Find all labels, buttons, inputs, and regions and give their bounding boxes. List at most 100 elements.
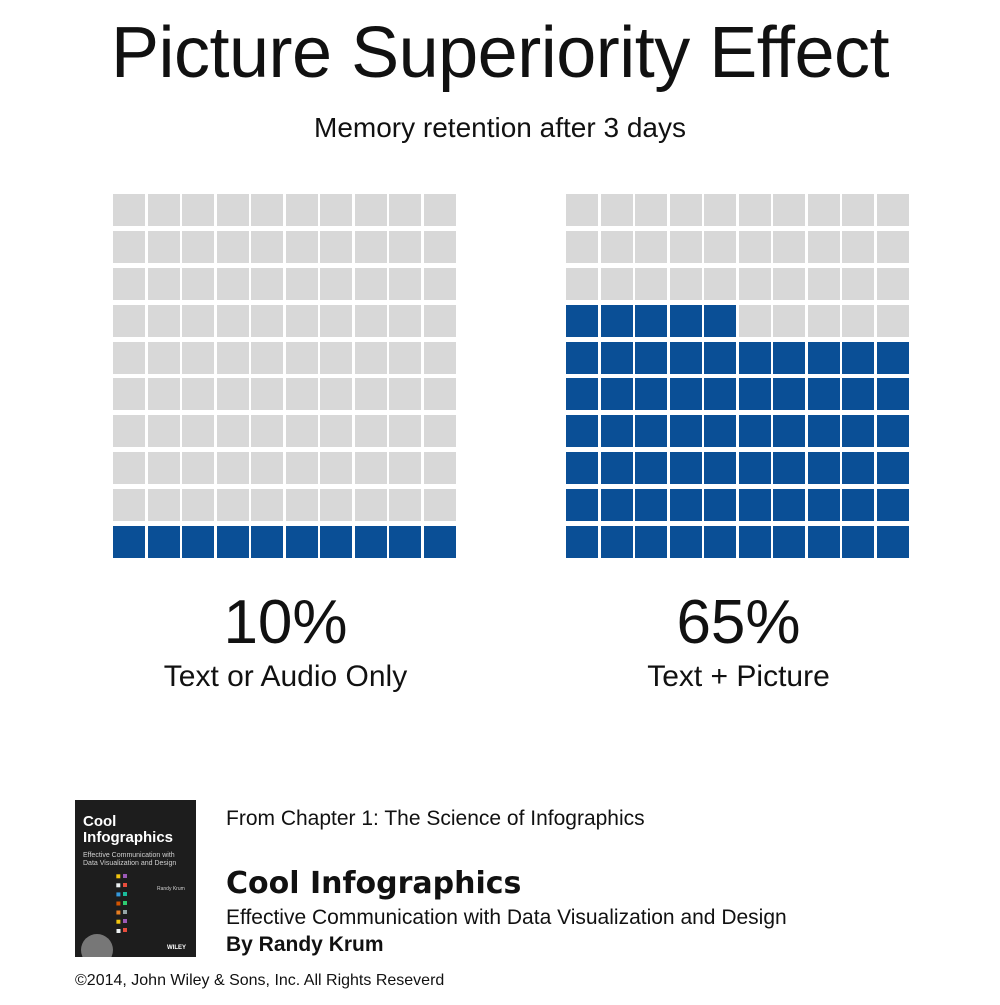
waffle-cell-filled [773, 341, 805, 374]
waffle-cell-filled [876, 341, 909, 374]
waffle-cell-filled [704, 341, 736, 374]
waffle-cell-filled [738, 415, 771, 448]
waffle-cell-empty [807, 267, 840, 300]
waffle-cell-empty [807, 230, 840, 263]
waffle-cell-filled [669, 489, 702, 522]
waffle-cell-filled [738, 489, 771, 522]
waffle-cell-empty [113, 341, 145, 374]
waffle-cell-empty [251, 452, 283, 485]
waffle-chart-text-only [113, 194, 458, 558]
book-cover-subtitle-line1: Effective Communication with [83, 852, 175, 859]
waffle-cell-empty [251, 415, 283, 448]
waffle-cell-empty [182, 452, 214, 485]
waffle-cell-filled [842, 341, 874, 374]
cover-art-tile [123, 883, 127, 887]
waffle-cell-empty [147, 304, 180, 337]
waffle-cell-filled [738, 452, 771, 485]
waffle-cell-empty [807, 194, 840, 226]
book-cover-publisher: WILEY [167, 945, 186, 951]
waffle-cell-empty [285, 304, 318, 337]
waffle-cell-empty [600, 230, 633, 263]
waffle-cell-filled [635, 526, 667, 558]
waffle-cell-empty [251, 489, 283, 522]
book-author: By Randy Krum [226, 933, 384, 956]
waffle-cell-empty [876, 194, 909, 226]
waffle-cell-filled [566, 341, 598, 374]
waffle-cell-empty [285, 267, 318, 300]
waffle-cell-empty [566, 194, 598, 226]
waffle-cell-empty [216, 415, 249, 448]
waffle-cell-empty [773, 304, 805, 337]
waffle-cell-filled [566, 378, 598, 411]
waffle-cell-empty [113, 378, 145, 411]
waffle-cell-filled [842, 452, 874, 485]
waffle-cell-empty [876, 230, 909, 263]
waffle-cell-empty [320, 489, 352, 522]
waffle-cell-filled [600, 378, 633, 411]
waffle-cell-empty [182, 267, 214, 300]
percent-label-text-only: 10% [223, 588, 348, 657]
waffle-cell-empty [389, 304, 421, 337]
waffle-cell-empty [113, 304, 145, 337]
waffle-cell-empty [182, 304, 214, 337]
waffle-cell-empty [147, 230, 180, 263]
waffle-cell-filled [704, 526, 736, 558]
waffle-cell-empty [354, 378, 387, 411]
cover-art-tile [116, 874, 121, 879]
waffle-cell-empty [389, 230, 421, 263]
waffle-cell-empty [285, 230, 318, 263]
waffle-cell-empty [320, 230, 352, 263]
waffle-cell-empty [842, 304, 874, 337]
waffle-cell-filled [566, 452, 598, 485]
waffle-cell-empty [704, 267, 736, 300]
waffle-cell-empty [216, 267, 249, 300]
waffle-cell-empty [113, 489, 145, 522]
waffle-cell-empty [251, 230, 283, 263]
waffle-cell-filled [669, 341, 702, 374]
waffle-cell-filled [773, 489, 805, 522]
waffle-cell-empty [389, 194, 421, 226]
waffle-cell-empty [669, 194, 702, 226]
cover-art-tile [116, 883, 121, 888]
waffle-cell-empty [807, 304, 840, 337]
waffle-cell-filled [285, 526, 318, 558]
waffle-cell-empty [738, 230, 771, 263]
waffle-cell-empty [423, 304, 456, 337]
waffle-cell-filled [113, 526, 145, 558]
waffle-cell-empty [147, 378, 180, 411]
waffle-cell-filled [807, 452, 840, 485]
waffle-cell-empty [354, 194, 387, 226]
waffle-cell-empty [389, 415, 421, 448]
waffle-cell-empty [113, 267, 145, 300]
waffle-cell-filled [738, 378, 771, 411]
waffle-cell-filled [147, 526, 180, 558]
waffle-cell-empty [216, 194, 249, 226]
waffle-cell-filled [876, 489, 909, 522]
waffle-cell-empty [600, 267, 633, 300]
waffle-cell-filled [807, 526, 840, 558]
waffle-cell-empty [182, 194, 214, 226]
waffle-cell-empty [842, 194, 874, 226]
waffle-cell-empty [251, 378, 283, 411]
cover-art-tile [116, 901, 121, 906]
waffle-cell-filled [842, 415, 874, 448]
waffle-cell-empty [842, 267, 874, 300]
waffle-cell-filled [876, 378, 909, 411]
cover-art-tile [123, 874, 127, 878]
book-cover-subtitle-line2: Data Visualization and Design [83, 860, 177, 867]
waffle-cell-empty [669, 230, 702, 263]
cover-art-tile [123, 919, 127, 923]
waffle-cell-empty [147, 341, 180, 374]
waffle-cell-empty [635, 194, 667, 226]
waffle-cell-empty [147, 452, 180, 485]
waffle-cell-empty [147, 267, 180, 300]
cover-art-tile [116, 910, 121, 915]
waffle-cell-empty [320, 341, 352, 374]
waffle-cell-empty [182, 378, 214, 411]
waffle-cell-empty [423, 452, 456, 485]
waffle-cell-empty [354, 341, 387, 374]
waffle-cell-empty [389, 489, 421, 522]
book-cover-title-line1: Cool [83, 813, 117, 830]
waffle-cell-empty [738, 194, 771, 226]
cover-art-tile [123, 910, 127, 914]
